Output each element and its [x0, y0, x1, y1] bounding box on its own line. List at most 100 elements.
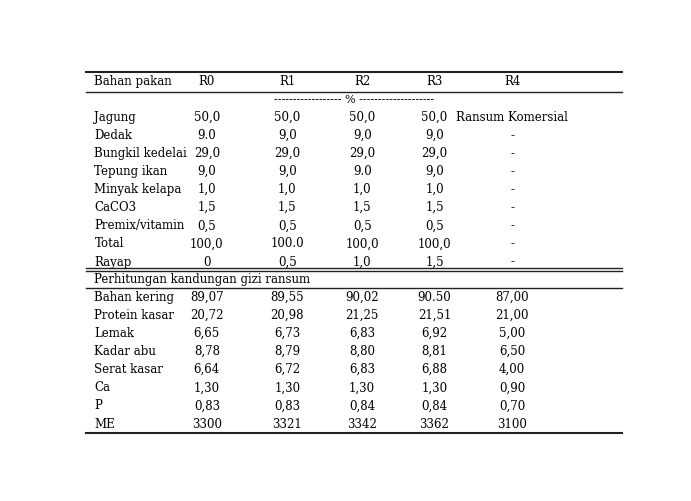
Text: 4,00: 4,00	[499, 363, 525, 376]
Text: 0,83: 0,83	[274, 399, 301, 412]
Text: 0,90: 0,90	[499, 381, 525, 394]
Text: 100,0: 100,0	[417, 237, 451, 250]
Text: Jagung: Jagung	[95, 111, 136, 124]
Text: 6,83: 6,83	[349, 363, 375, 376]
Text: 0,84: 0,84	[422, 399, 448, 412]
Text: 21,25: 21,25	[346, 309, 379, 322]
Text: 9.0: 9.0	[198, 129, 216, 142]
Text: -: -	[510, 129, 514, 142]
Text: 6,72: 6,72	[274, 363, 301, 376]
Text: 1,5: 1,5	[425, 201, 444, 214]
Text: 21,00: 21,00	[495, 309, 529, 322]
Text: -: -	[510, 256, 514, 269]
Text: 0,83: 0,83	[193, 399, 220, 412]
Text: 100,0: 100,0	[346, 237, 379, 250]
Text: R4: R4	[504, 75, 520, 88]
Text: Dedak: Dedak	[95, 129, 133, 142]
Text: 29,0: 29,0	[274, 147, 301, 160]
Text: ------------------ % --------------------: ------------------ % -------------------…	[274, 95, 434, 105]
Text: Minyak kelapa: Minyak kelapa	[95, 183, 182, 196]
Text: R1: R1	[279, 75, 295, 88]
Text: 100.0: 100.0	[270, 237, 304, 250]
Text: 6,88: 6,88	[422, 363, 448, 376]
Text: Premix/vitamin: Premix/vitamin	[95, 219, 184, 232]
Text: 9,0: 9,0	[198, 165, 216, 178]
Text: 0,84: 0,84	[349, 399, 375, 412]
Text: 1,30: 1,30	[422, 381, 448, 394]
Text: Ransum Komersial: Ransum Komersial	[456, 111, 568, 124]
Text: 89,55: 89,55	[270, 291, 304, 304]
Text: -: -	[510, 147, 514, 160]
Text: 1,5: 1,5	[278, 201, 296, 214]
Text: Ca: Ca	[95, 381, 111, 394]
Text: ME: ME	[95, 418, 115, 430]
Text: P: P	[95, 399, 102, 412]
Text: 1,30: 1,30	[193, 381, 220, 394]
Text: 3300: 3300	[192, 418, 222, 430]
Text: 100,0: 100,0	[190, 237, 224, 250]
Text: 50,0: 50,0	[274, 111, 301, 124]
Text: 6,64: 6,64	[193, 363, 220, 376]
Text: Perhitungan kandungan gizi ransum: Perhitungan kandungan gizi ransum	[95, 273, 310, 286]
Text: 21,51: 21,51	[418, 309, 451, 322]
Text: 29,0: 29,0	[193, 147, 220, 160]
Text: 87,00: 87,00	[495, 291, 529, 304]
Text: Total: Total	[95, 237, 124, 250]
Text: 3362: 3362	[419, 418, 449, 430]
Text: CaCO3: CaCO3	[95, 201, 137, 214]
Text: 3342: 3342	[348, 418, 377, 430]
Text: 1,0: 1,0	[198, 183, 216, 196]
Text: 1,5: 1,5	[425, 256, 444, 269]
Text: 0,5: 0,5	[278, 256, 296, 269]
Text: Bahan kering: Bahan kering	[95, 291, 174, 304]
Text: -: -	[510, 165, 514, 178]
Text: 1,5: 1,5	[198, 201, 216, 214]
Text: 9,0: 9,0	[353, 129, 372, 142]
Text: -: -	[510, 219, 514, 232]
Text: R0: R0	[199, 75, 215, 88]
Text: 89,07: 89,07	[190, 291, 224, 304]
Text: 0: 0	[203, 256, 211, 269]
Text: Kadar abu: Kadar abu	[95, 345, 156, 358]
Text: 3321: 3321	[272, 418, 302, 430]
Text: 0,5: 0,5	[198, 219, 216, 232]
Text: 50,0: 50,0	[349, 111, 375, 124]
Text: Protein kasar: Protein kasar	[95, 309, 174, 322]
Text: 9,0: 9,0	[425, 165, 444, 178]
Text: 6,73: 6,73	[274, 327, 301, 340]
Text: 9,0: 9,0	[425, 129, 444, 142]
Text: -: -	[510, 201, 514, 214]
Text: -: -	[510, 237, 514, 250]
Text: 1,0: 1,0	[278, 183, 296, 196]
Text: 9,0: 9,0	[278, 165, 296, 178]
Text: 8,79: 8,79	[274, 345, 301, 358]
Text: 0,70: 0,70	[499, 399, 525, 412]
Text: R3: R3	[426, 75, 443, 88]
Text: 1,30: 1,30	[349, 381, 375, 394]
Text: Lemak: Lemak	[95, 327, 135, 340]
Text: 8,81: 8,81	[422, 345, 447, 358]
Text: Serat kasar: Serat kasar	[95, 363, 163, 376]
Text: 3100: 3100	[498, 418, 527, 430]
Text: 6,83: 6,83	[349, 327, 375, 340]
Text: Bungkil kedelai: Bungkil kedelai	[95, 147, 187, 160]
Text: 5,00: 5,00	[499, 327, 525, 340]
Text: Bahan pakan: Bahan pakan	[95, 75, 172, 88]
Text: Tepung ikan: Tepung ikan	[95, 165, 168, 178]
Text: R2: R2	[354, 75, 370, 88]
Text: 20,98: 20,98	[270, 309, 304, 322]
Text: 29,0: 29,0	[422, 147, 448, 160]
Text: Rayap: Rayap	[95, 256, 132, 269]
Text: 0,5: 0,5	[353, 219, 372, 232]
Text: 6,50: 6,50	[499, 345, 525, 358]
Text: 90,02: 90,02	[346, 291, 379, 304]
Text: 90.50: 90.50	[417, 291, 451, 304]
Text: 29,0: 29,0	[349, 147, 375, 160]
Text: 1,0: 1,0	[353, 183, 372, 196]
Text: 0,5: 0,5	[425, 219, 444, 232]
Text: 1,0: 1,0	[353, 256, 372, 269]
Text: 8,78: 8,78	[194, 345, 220, 358]
Text: 8,80: 8,80	[349, 345, 375, 358]
Text: 9.0: 9.0	[353, 165, 372, 178]
Text: 1,30: 1,30	[274, 381, 301, 394]
